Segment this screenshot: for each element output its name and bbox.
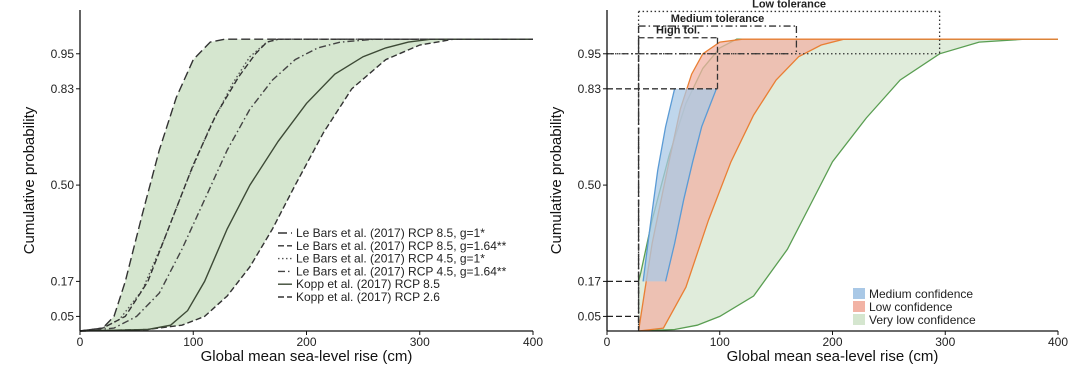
right-confidence-bands — [637, 38, 1058, 332]
right-x-axis-label: Global mean sea-level rise (cm) — [727, 348, 939, 365]
y-tick-label: 0.17 — [578, 274, 602, 288]
left-x-axis-label: Global mean sea-level rise (cm) — [201, 348, 413, 365]
x-tick-label: 100 — [710, 335, 730, 349]
x-tick-label: 100 — [183, 335, 203, 349]
confidence-band — [643, 88, 717, 282]
band-right-edge — [664, 88, 718, 282]
legend-entry: Medium confidence — [869, 287, 973, 301]
left-shaded-range — [80, 39, 533, 331]
legend-entry: Le Bars et al. (2017) RCP 8.5, g=1* — [296, 226, 485, 240]
legend-entry: Le Bars et al. (2017) RCP 8.5, g=1.64** — [296, 239, 507, 253]
series-line — [79, 38, 533, 332]
y-tick-label: 0.50 — [578, 178, 602, 192]
x-tick-label: 300 — [410, 335, 430, 349]
legend-entry: Le Bars et al. (2017) RCP 4.5, g=1* — [296, 252, 485, 266]
legend-entry: Very low confidence — [869, 313, 976, 327]
y-tick-label: 0.95 — [51, 47, 75, 61]
x-tick-label: 0 — [604, 335, 611, 349]
right-y-axis-label: Cumulative probability — [548, 106, 565, 254]
y-tick-label: 0.50 — [51, 178, 75, 192]
y-tick-label: 0.05 — [51, 309, 75, 323]
legend-swatch — [853, 314, 865, 325]
series-line — [79, 38, 533, 332]
x-tick-label: 200 — [822, 335, 842, 349]
left-series-lines — [79, 38, 533, 332]
right-ticks: 0 100 200 300 400 0.05 0.17 0.50 0.83 0.95 — [578, 47, 1069, 349]
y-tick-label: 0.83 — [578, 82, 602, 96]
y-tick-label: 0.05 — [578, 309, 602, 323]
band-left-edge — [642, 88, 676, 282]
x-tick-label: 400 — [523, 335, 543, 349]
band-right-edge — [638, 38, 1058, 332]
y-tick-label: 0.95 — [578, 47, 602, 61]
x-tick-label: 0 — [77, 335, 84, 349]
series-line — [79, 38, 533, 332]
legend-entry: Low confidence — [869, 300, 953, 314]
tolerance-label: High tol. — [656, 25, 700, 37]
left-panel: 0 100 200 300 400 0.05 0.17 0.50 0.83 0.95 Global… — [21, 10, 543, 365]
tolerance-label: Medium tolerance — [671, 13, 765, 25]
x-tick-label: 200 — [296, 335, 316, 349]
left-legend: Le Bars et al. (2017) RCP 8.5, g=1*Le Ba… — [278, 226, 507, 304]
confidence-band — [638, 39, 1058, 331]
series-line — [79, 38, 533, 332]
legend-swatch — [853, 301, 865, 312]
tolerance-label: Low tolerance — [752, 0, 826, 10]
x-tick-label: 400 — [1048, 335, 1068, 349]
legend-entry: Kopp et al. (2017) RCP 8.5 — [296, 277, 440, 291]
x-tick-label: 300 — [935, 335, 955, 349]
legend-entry: Kopp et al. (2017) RCP 2.6 — [296, 290, 440, 304]
left-ticks: 0 100 200 300 400 0.05 0.17 0.50 0.83 0.95 — [51, 47, 544, 349]
legend-entry: Le Bars et al. (2017) RCP 4.5, g=1.64** — [296, 264, 507, 278]
y-tick-label: 0.17 — [51, 274, 75, 288]
y-tick-label: 0.83 — [51, 82, 75, 96]
series-line — [79, 38, 533, 332]
legend-swatch — [853, 288, 865, 299]
left-y-axis-label: Cumulative probability — [21, 106, 38, 254]
shaded-range-area — [80, 39, 533, 331]
band-right-edge — [638, 38, 858, 332]
